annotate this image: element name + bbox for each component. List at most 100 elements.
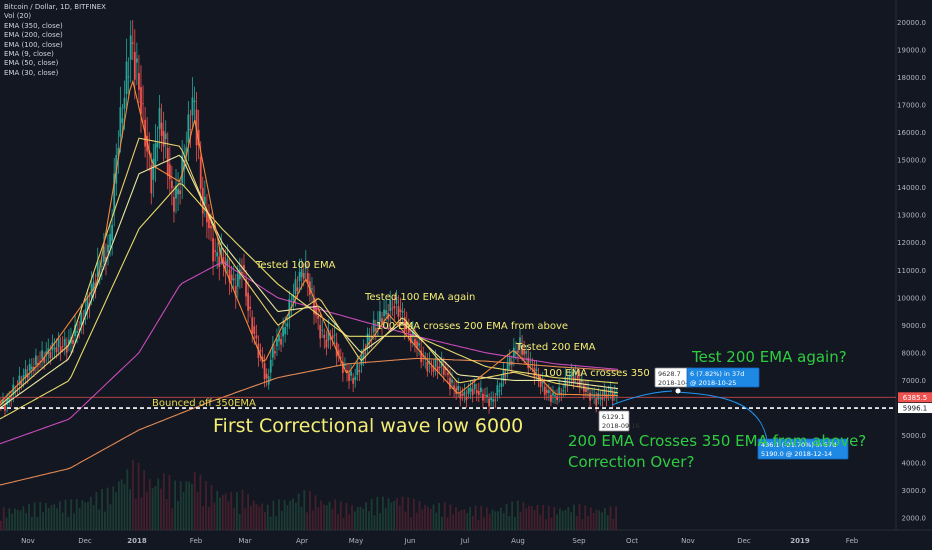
volume-bar xyxy=(564,510,567,530)
candle-body xyxy=(333,334,336,336)
candle-body xyxy=(527,357,530,369)
candle-body xyxy=(288,299,291,318)
volume-bar xyxy=(171,508,174,530)
x-tick-label: May xyxy=(349,537,363,545)
volume-bar xyxy=(219,497,221,530)
volume-bar xyxy=(365,502,367,530)
volume-bar xyxy=(280,510,283,530)
y-tick-label: 10000.0 xyxy=(897,294,926,302)
volume-bar xyxy=(44,503,47,530)
volume-bar xyxy=(95,492,98,530)
legend-indicator: EMA (200, close) xyxy=(4,31,63,40)
volume-bar xyxy=(261,503,264,530)
candle-body xyxy=(286,323,289,327)
volume-bar xyxy=(516,500,519,530)
candle-body xyxy=(224,261,227,272)
x-tick-label: Dec xyxy=(737,537,751,545)
candle-body xyxy=(486,394,488,397)
candle-body xyxy=(331,335,334,339)
volume-bar xyxy=(483,517,485,530)
volume-bar xyxy=(609,506,612,530)
candle-body xyxy=(319,324,322,339)
volume-bar xyxy=(50,505,53,530)
candle-body xyxy=(438,366,441,368)
volume-bar xyxy=(396,498,398,530)
volume-bar xyxy=(485,507,488,530)
price-box-text: 6 (7.82%) in 37d xyxy=(690,370,744,378)
volume-bar xyxy=(387,498,390,530)
candle-body xyxy=(16,387,19,389)
volume-bar xyxy=(606,515,609,530)
candle-body xyxy=(121,118,124,123)
volume-bar xyxy=(224,493,227,530)
candle-body xyxy=(414,338,416,346)
y-tick-label: 4000.0 xyxy=(902,459,927,467)
volume-bar xyxy=(592,512,595,530)
candle-body xyxy=(216,252,219,257)
candle-body xyxy=(558,387,561,395)
volume-bar xyxy=(106,487,109,530)
candle-body xyxy=(560,393,563,395)
volume-bar xyxy=(339,501,342,530)
candle-body xyxy=(430,366,433,368)
volume-bar xyxy=(362,508,365,530)
volume-bar xyxy=(480,505,483,530)
candle-body xyxy=(405,322,408,324)
x-tick-label: Feb xyxy=(846,537,859,545)
volume-bar xyxy=(471,515,474,530)
candle-body xyxy=(238,269,241,280)
volume-bar xyxy=(314,495,317,530)
volume-bar xyxy=(129,489,132,530)
candle-body xyxy=(284,327,287,335)
volume-bar xyxy=(216,491,219,530)
legend-indicator: EMA (350, close) xyxy=(4,21,63,30)
candle-body xyxy=(504,375,507,377)
candle-body xyxy=(465,396,468,401)
candle-body xyxy=(607,393,610,395)
candle-body xyxy=(63,338,66,346)
x-tick-label: Jul xyxy=(460,537,470,545)
volume-bar xyxy=(421,509,424,530)
candle-body xyxy=(521,345,523,355)
candle-body xyxy=(451,379,453,383)
volume-bar xyxy=(101,489,103,530)
volume-bar xyxy=(536,504,539,530)
candle-body xyxy=(552,392,554,396)
volume-bar xyxy=(148,479,151,530)
candle-body xyxy=(570,372,573,378)
volume-bar xyxy=(379,513,382,530)
volume-bar xyxy=(412,498,415,530)
candle-body xyxy=(109,234,111,248)
candle-body xyxy=(28,363,31,372)
volume-bar xyxy=(112,486,115,530)
candle-body xyxy=(125,61,128,94)
candle-body xyxy=(599,397,602,399)
volume-bar xyxy=(466,513,469,530)
volume-bar xyxy=(441,516,443,530)
candle-body xyxy=(543,386,546,395)
candle-body xyxy=(22,375,25,380)
volume-bar xyxy=(272,500,275,530)
candle-body xyxy=(432,366,435,372)
candle-body xyxy=(86,296,89,310)
chart-annotation: Test 200 EMA again? xyxy=(691,348,847,366)
candle-body xyxy=(519,337,521,348)
candle-body xyxy=(175,185,177,199)
volume-bar xyxy=(264,512,266,530)
volume-bar xyxy=(199,474,202,530)
volume-bar xyxy=(67,517,70,530)
candle-body xyxy=(376,322,379,325)
volume-bar xyxy=(457,511,460,530)
chart-annotation: Correction Over? xyxy=(568,453,694,471)
volume-bar xyxy=(146,491,148,530)
candle-body xyxy=(523,349,526,355)
candle-body xyxy=(247,292,249,311)
ema-line xyxy=(0,79,618,403)
volume-bar xyxy=(53,504,56,530)
projection-curve xyxy=(611,390,673,406)
x-tick-label: Feb xyxy=(190,537,203,545)
candle-body xyxy=(135,58,138,63)
chart-annotation: 100 EMA crosses 200 EMA from above xyxy=(376,321,568,332)
